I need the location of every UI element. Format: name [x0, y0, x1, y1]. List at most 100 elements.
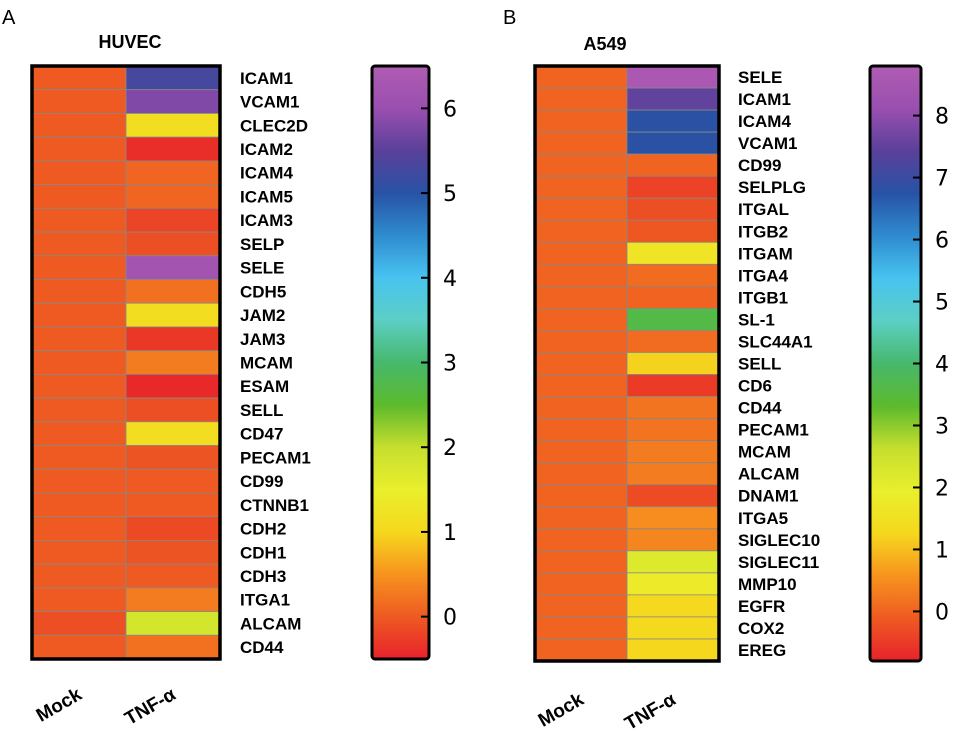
heatmap-cell [31, 634, 127, 660]
colorbar-a549: 0 1 2 3 4 5 6 7 8 [868, 64, 949, 663]
heatmap-cell [31, 421, 127, 446]
heatmap-cell [534, 550, 628, 574]
heatmap-cell [534, 241, 628, 265]
row-label: MMP10 [738, 575, 797, 594]
heatmap-cell [125, 516, 221, 541]
row-label: SELE [240, 259, 284, 278]
colorbar-tick-label: 1 [935, 538, 949, 563]
heatmap-cell [31, 373, 127, 399]
heatmap-cell [31, 279, 127, 304]
heatmap-cell [31, 89, 127, 114]
heatmap-cell [534, 462, 628, 486]
heatmap-cell [31, 563, 127, 589]
heatmap-cell [534, 65, 628, 89]
row-label: EREG [738, 641, 786, 660]
heatmap-cell [125, 207, 221, 233]
row-label: ITGA5 [738, 509, 788, 528]
heatmap-cells-a549 [534, 65, 720, 662]
heatmap-frame-huvec [30, 64, 222, 661]
heatmap-cell [534, 263, 628, 287]
chart-title-huvec: HUVEC [98, 32, 161, 52]
heatmap-cell [534, 528, 628, 552]
heatmap-cell [626, 484, 720, 508]
heatmap-cell [31, 611, 127, 636]
row-label: ICAM5 [240, 187, 293, 206]
heatmap-cell [125, 184, 221, 209]
heatmap-cell [31, 516, 127, 541]
heatmap-cell [626, 219, 720, 243]
heatmap-cell [534, 219, 628, 243]
heatmap-cell [626, 153, 720, 177]
colorbar-bar-huvec [370, 64, 431, 661]
row-label: ITGA1 [240, 591, 290, 610]
heatmap-cell [626, 175, 720, 199]
row-label: CLEC2D [240, 116, 308, 135]
heatmap-cell [125, 563, 221, 589]
row-label: SELE [738, 68, 782, 87]
heatmap-cell [31, 468, 127, 494]
column-labels-huvec: Mock TNF-α [33, 684, 180, 730]
row-label: ALCAM [738, 465, 799, 484]
heatmap-cell [125, 255, 221, 280]
heatmap-cell [31, 255, 127, 280]
heatmap-cell [31, 587, 127, 612]
column-label: Mock [535, 689, 588, 731]
heatmap-frame-a549 [533, 64, 721, 663]
heatmap-cell [125, 492, 221, 518]
heatmap-cell [534, 440, 628, 464]
row-label: SL-1 [738, 310, 775, 329]
colorbar-tick-label: 1 [443, 521, 457, 546]
heatmap-cell [626, 87, 720, 111]
row-label: ITGA4 [738, 266, 789, 285]
row-label: CD99 [240, 472, 283, 491]
panel-letter-a: A [2, 7, 16, 29]
heatmap-cell [626, 241, 720, 265]
row-label: ICAM3 [240, 211, 293, 230]
heatmap-cell [626, 308, 720, 331]
heatmap-cell [125, 540, 221, 565]
row-label: SIGLEC11 [738, 553, 819, 572]
heatmap-cell [534, 484, 628, 508]
column-label: TNF-α [121, 684, 179, 730]
heatmap-cell [534, 572, 628, 596]
heatmap-cell [125, 611, 221, 636]
row-label: SIGLEC10 [738, 531, 820, 550]
heatmap-cell [626, 550, 720, 574]
heatmap-cell [125, 279, 221, 304]
row-label: ICAM2 [240, 140, 293, 159]
colorbar-tick-label: 3 [443, 352, 457, 377]
heatmap-cell [31, 231, 127, 257]
row-label: PECAM1 [738, 421, 809, 440]
heatmap-cell [31, 160, 127, 186]
heatmap-cell [534, 638, 628, 662]
colorbar-tick-label: 2 [443, 436, 457, 461]
colorbar-ticks-a549: 0 1 2 3 4 5 6 7 8 [913, 105, 949, 625]
heatmap-cell [626, 109, 720, 133]
heatmap-cell [31, 136, 127, 162]
heatmap-cell [626, 263, 720, 287]
row-label: CD44 [240, 638, 284, 657]
colorbar-tick-label: 5 [443, 182, 457, 207]
colorbar-ticks-huvec: 0 1 2 3 4 5 6 [421, 97, 457, 631]
heatmap-cell [125, 634, 221, 660]
column-label: Mock [33, 684, 86, 727]
row-label: EGFR [738, 597, 785, 616]
heatmap-cell [534, 330, 628, 353]
heatmap-cell [534, 396, 628, 419]
heatmap-cell [534, 175, 628, 199]
heatmap-cell [626, 616, 720, 640]
row-label: JAM2 [240, 306, 285, 325]
row-label: SELP [240, 235, 284, 254]
row-label: CDH3 [240, 567, 286, 586]
heatmap-cell [31, 540, 127, 565]
heatmap-cell [534, 153, 628, 177]
heatmap-cell [626, 352, 720, 375]
row-label: ICAM4 [738, 112, 791, 131]
heatmap-cell [626, 285, 720, 309]
heatmap-cell [31, 184, 127, 209]
colorbar-tick-label: 2 [935, 476, 949, 501]
heatmap-cell [125, 421, 221, 446]
row-label: PECAM1 [240, 448, 311, 467]
heatmap-cell [125, 113, 221, 138]
